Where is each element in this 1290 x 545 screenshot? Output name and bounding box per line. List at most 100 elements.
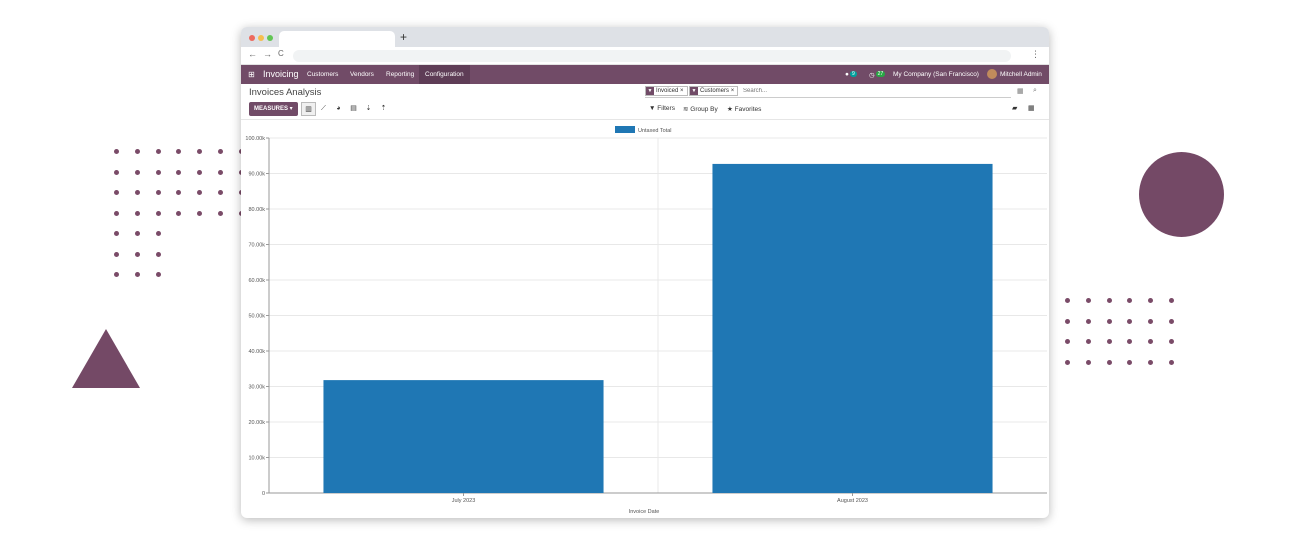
- decorative-dot: [197, 169, 203, 175]
- group-by-button[interactable]: ≋ Group By: [683, 106, 718, 113]
- decorative-dot: [1085, 298, 1091, 303]
- bar: [323, 380, 604, 493]
- search-icon[interactable]: ⌕: [1033, 87, 1037, 94]
- decorative-dot: [155, 169, 161, 175]
- maximize-window-button[interactable]: [267, 35, 273, 41]
- sort-descending-icon[interactable]: ⇣: [365, 105, 372, 112]
- decorative-dot: [134, 272, 140, 277]
- y-tick-label: 60.00k: [248, 278, 265, 284]
- avatar[interactable]: [987, 69, 997, 79]
- filters-button[interactable]: ▼ Filters: [649, 105, 675, 112]
- forward-icon[interactable]: →: [263, 49, 272, 59]
- search-input[interactable]: [743, 86, 883, 96]
- decorative-dot: [176, 210, 182, 216]
- activities-badge: 27: [875, 71, 886, 77]
- messages-badge: 9: [849, 71, 857, 77]
- browser-window: + ← → C ⋮ ⊞ Invoicing Customers Vendors …: [241, 27, 1049, 518]
- pivot-view-icon[interactable]: ▦: [1028, 105, 1035, 112]
- odoo-navbar: ⊞ Invoicing Customers Vendors Reporting …: [241, 65, 1049, 84]
- filter-icon: ▼: [690, 87, 698, 95]
- bar-chart-icon[interactable]: ▥: [301, 102, 316, 116]
- menu-vendors[interactable]: Vendors: [350, 71, 374, 78]
- decorative-dot: [114, 190, 119, 195]
- decorative-dot: [155, 190, 161, 195]
- browser-menu-icon[interactable]: ⋮: [1031, 49, 1040, 59]
- sort-ascending-icon[interactable]: ⇡: [380, 105, 387, 112]
- decorative-dot: [1065, 318, 1070, 324]
- user-menu[interactable]: Mitchell Admin: [1000, 71, 1042, 78]
- decorative-dot: [114, 169, 119, 175]
- decorative-dot: [134, 149, 140, 154]
- url-input[interactable]: [293, 50, 1011, 62]
- decorative-dot: [1169, 339, 1174, 344]
- decorative-dot: [1169, 359, 1174, 365]
- pie-chart-icon[interactable]: ◕: [336, 105, 341, 112]
- decorative-dot: [197, 210, 203, 216]
- decorative-dot: [218, 210, 223, 216]
- y-tick-label: 0: [262, 491, 265, 497]
- decorative-dot: [1148, 318, 1154, 324]
- decorative-dot: [1106, 359, 1112, 365]
- decorative-dot: [1065, 359, 1070, 365]
- decorative-triangle: [72, 329, 140, 388]
- measures-button[interactable]: MEASURES ▾: [249, 102, 298, 116]
- browser-tabstrip: +: [241, 27, 1049, 47]
- grid-icon[interactable]: ⊞: [248, 70, 255, 79]
- decorative-dot: [197, 149, 203, 154]
- decorative-dot: [1169, 318, 1174, 324]
- close-window-button[interactable]: [249, 35, 255, 41]
- messages-button[interactable]: ● 9: [845, 71, 857, 78]
- decorative-circle: [1139, 152, 1224, 237]
- decorative-dot: [176, 149, 182, 154]
- y-tick-label: 90.00k: [248, 172, 265, 178]
- y-tick-label: 80.00k: [248, 207, 265, 213]
- minimize-window-button[interactable]: [258, 35, 264, 41]
- decorative-dot: [1065, 298, 1070, 303]
- star-icon: ★: [727, 106, 733, 113]
- menu-configuration[interactable]: Configuration: [419, 65, 470, 84]
- decorative-dot: [134, 190, 140, 195]
- menu-customers[interactable]: Customers: [307, 71, 339, 78]
- line-chart-icon[interactable]: ⟋: [321, 105, 326, 112]
- bar-chart: 0 10.00k 20.00k 30.00k 40.00k 50.00k 60.00k 70.…: [245, 126, 1047, 515]
- activities-button[interactable]: ◷ 27: [869, 71, 886, 79]
- x-tick-label: August 2023: [837, 498, 868, 504]
- reload-icon[interactable]: C: [278, 49, 284, 58]
- decorative-dot: [218, 149, 223, 154]
- decorative-dot: [134, 210, 140, 216]
- new-tab-button[interactable]: +: [400, 30, 408, 44]
- decorative-dot: [1106, 318, 1112, 324]
- app-name[interactable]: Invoicing: [263, 69, 299, 79]
- back-icon[interactable]: ←: [248, 49, 257, 59]
- decorative-dot: [134, 251, 140, 257]
- decorative-dot: [1065, 339, 1070, 344]
- graph-view-icon[interactable]: ▰: [1012, 105, 1018, 112]
- decorative-dot: [1148, 298, 1154, 303]
- filter-icon: ▼: [649, 105, 656, 112]
- decorative-dot: [1127, 359, 1133, 365]
- filter-icon: ▼: [646, 87, 654, 95]
- company-switcher[interactable]: My Company (San Francisco): [893, 71, 979, 78]
- browser-tab[interactable]: [279, 31, 395, 47]
- decorative-dot: [155, 231, 161, 236]
- decorative-dot: [1127, 339, 1133, 344]
- clock-icon: ◷: [869, 72, 875, 79]
- y-tick-label: 10.00k: [248, 456, 265, 462]
- search-bar: ▼ Invoiced × ▼ Customers ×: [645, 86, 1011, 98]
- y-tick-label: 40.00k: [248, 349, 265, 355]
- decorative-dot: [197, 190, 203, 195]
- favorites-button[interactable]: ★ Favorites: [727, 106, 762, 113]
- menu-reporting[interactable]: Reporting: [386, 71, 415, 78]
- decorative-dot: [114, 272, 119, 277]
- remove-facet-invoiced[interactable]: ×: [680, 88, 684, 94]
- remove-facet-customers[interactable]: ×: [730, 88, 735, 94]
- keyboard-icon[interactable]: ▦: [1017, 88, 1024, 95]
- stacked-icon[interactable]: ▤: [350, 105, 357, 112]
- decorative-dot: [134, 231, 140, 236]
- control-panel: Invoices Analysis ▼ Invoiced × ▼ Customers…: [241, 84, 1049, 120]
- decorative-dot: [1085, 339, 1091, 344]
- decorative-dot: [114, 251, 119, 257]
- decorative-dot: [1148, 359, 1154, 365]
- facet-customers: ▼ Customers ×: [689, 86, 739, 96]
